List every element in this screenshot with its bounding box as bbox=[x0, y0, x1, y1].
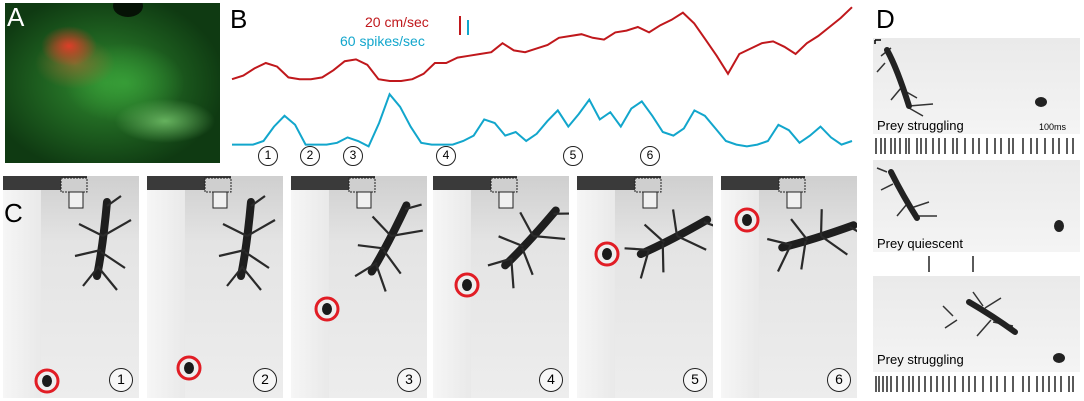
frame-drawing bbox=[433, 176, 569, 298]
arena-wall bbox=[291, 176, 329, 398]
event-marker-3: 3 bbox=[343, 146, 363, 166]
spike-raster-2 bbox=[928, 256, 974, 272]
prey bbox=[602, 248, 612, 260]
mantis bbox=[218, 195, 276, 291]
event-marker-5: 5 bbox=[563, 146, 583, 166]
mantis bbox=[354, 201, 423, 292]
mantis bbox=[766, 209, 857, 272]
event-marker-6: 6 bbox=[640, 146, 660, 166]
frame-number: 6 bbox=[827, 368, 851, 392]
arena-wall bbox=[577, 176, 615, 398]
event-marker-1: 1 bbox=[258, 146, 278, 166]
prey bbox=[184, 362, 194, 374]
mantis-body bbox=[367, 201, 411, 276]
speed-label: 20 cm/sec bbox=[365, 14, 429, 30]
video-frame-2: 2 bbox=[147, 176, 283, 398]
mantis-figure bbox=[874, 39, 1047, 117]
mantis-body bbox=[778, 221, 857, 252]
mantis-legs bbox=[624, 209, 713, 279]
frame-drawing bbox=[291, 176, 423, 322]
mantis-body bbox=[636, 215, 712, 259]
video-frame-3: 3 bbox=[291, 176, 427, 398]
arena-wall bbox=[3, 176, 41, 398]
panel-label-c: C bbox=[4, 198, 23, 228]
tether-clamp bbox=[490, 177, 518, 193]
mantis-body bbox=[93, 198, 111, 280]
frame-drawing bbox=[147, 176, 276, 381]
d-label-2: Prey quiescent bbox=[877, 236, 963, 251]
speed-trace bbox=[231, 6, 853, 82]
trace-plot bbox=[231, 6, 853, 148]
tether-clamp bbox=[778, 177, 806, 193]
tether-clamp bbox=[60, 177, 88, 193]
mantis bbox=[487, 206, 569, 289]
frame-drawing bbox=[577, 176, 713, 279]
d-frame-1: Prey struggling 100ms bbox=[873, 38, 1080, 134]
panel-label-a: A bbox=[7, 2, 25, 32]
video-frame-1: 1 bbox=[3, 176, 139, 398]
d-frame-2: Prey quiescent bbox=[873, 160, 1080, 252]
mantis-body bbox=[237, 198, 255, 280]
prey bbox=[42, 375, 52, 387]
dark-spot bbox=[113, 3, 143, 17]
frame-drawing bbox=[721, 176, 857, 272]
fluorescence-image bbox=[5, 3, 220, 163]
frame-drawing bbox=[3, 176, 132, 394]
panel-label-d: D bbox=[876, 4, 895, 34]
mantis-legs bbox=[766, 209, 857, 272]
mantis-legs bbox=[74, 195, 132, 291]
mount-block bbox=[356, 191, 372, 209]
frame-number: 2 bbox=[253, 368, 277, 392]
spikes-label: 60 spikes/sec bbox=[340, 33, 425, 49]
tether-clamp bbox=[348, 177, 376, 193]
tether-clamp bbox=[634, 177, 662, 193]
mount-block bbox=[498, 191, 514, 209]
mantis-figure bbox=[876, 167, 1064, 232]
scale-bars bbox=[459, 16, 469, 35]
mount-block bbox=[212, 191, 228, 209]
d-frame-3: Prey struggling bbox=[873, 276, 1080, 372]
video-frame-4: 4 bbox=[433, 176, 569, 398]
event-marker-4: 4 bbox=[436, 146, 456, 166]
video-frame-6: 6 bbox=[721, 176, 857, 398]
mantis-legs bbox=[218, 195, 276, 291]
frame-number: 3 bbox=[397, 368, 421, 392]
mantis-figure bbox=[942, 291, 1065, 363]
mount-block bbox=[786, 191, 802, 209]
frame-number: 1 bbox=[109, 368, 133, 392]
mantis bbox=[624, 209, 713, 279]
video-frame-5: 5 bbox=[577, 176, 713, 398]
mantis-legs bbox=[487, 211, 569, 289]
event-marker-2: 2 bbox=[300, 146, 320, 166]
mount-block bbox=[642, 191, 658, 209]
frame-number: 5 bbox=[683, 368, 707, 392]
spike-raster-3 bbox=[875, 376, 1074, 392]
d-label-3: Prey struggling bbox=[877, 352, 964, 367]
scale-bar-label: 100ms bbox=[1039, 122, 1067, 132]
panel-label-b: B bbox=[230, 4, 248, 34]
spike-raster-1 bbox=[875, 138, 1074, 154]
mantis-body bbox=[501, 206, 560, 270]
prey bbox=[322, 303, 332, 315]
tether-clamp bbox=[204, 177, 232, 193]
mantis-legs bbox=[354, 203, 423, 292]
spikes-trace bbox=[232, 92, 853, 148]
d-label-1: Prey struggling bbox=[877, 118, 964, 133]
mount-block bbox=[68, 191, 84, 209]
mantis bbox=[74, 195, 132, 291]
frame-number: 4 bbox=[539, 368, 563, 392]
prey bbox=[742, 214, 752, 226]
prey bbox=[462, 279, 472, 291]
